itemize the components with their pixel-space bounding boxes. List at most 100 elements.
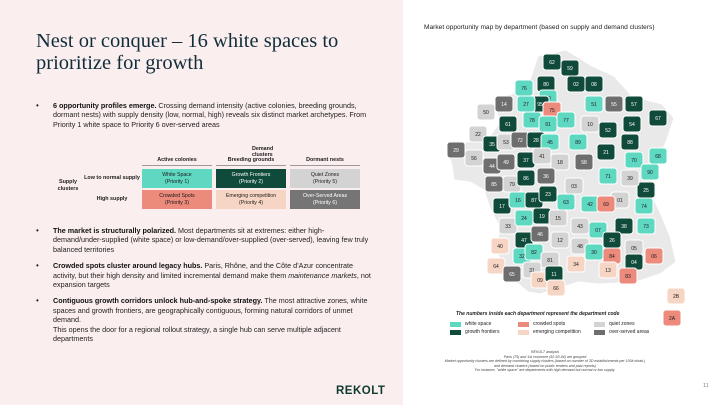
department-code-label: 30 <box>591 250 597 256</box>
department-shape <box>598 167 618 185</box>
department-shape <box>538 185 558 203</box>
bullet-bold: 6 opportunity profiles emerge. <box>53 101 157 110</box>
department-code-label: 69 <box>603 202 609 208</box>
department-64: 64 <box>486 257 506 275</box>
department-code-label: 10 <box>587 122 593 128</box>
matrix-cell-growth-frontiers: Growth Frontiers (Priority 2) <box>216 169 286 188</box>
department-code-label: 89 <box>575 140 581 146</box>
department-70: 70 <box>624 151 644 169</box>
department-code-label: 21 <box>603 150 609 156</box>
map-title: Market opportunity map by department (ba… <box>424 24 655 31</box>
department-code-label: 68 <box>655 154 661 160</box>
legend-label: emerging competition <box>533 329 581 335</box>
department-2B: 2B <box>666 287 686 305</box>
department-code-label: 24 <box>521 216 527 222</box>
department-shape <box>598 261 618 279</box>
department-55: 55 <box>604 95 624 113</box>
department-code-label: 91 <box>545 122 551 128</box>
department-code-label: 79 <box>509 182 515 188</box>
matrix-column-header: Active colonies <box>142 155 212 166</box>
department-shape <box>584 75 604 93</box>
cell-name: Quiet Zones <box>310 172 340 179</box>
department-58: 58 <box>574 153 594 171</box>
department-17: 17 <box>492 197 512 215</box>
department-code-label: 55 <box>611 102 617 108</box>
department-83: 83 <box>618 267 638 285</box>
department-91: 91 <box>538 115 558 133</box>
department-code-label: 51 <box>591 102 597 108</box>
department-82: 82 <box>524 243 544 261</box>
department-code-label: 74 <box>641 204 647 210</box>
department-03: 03 <box>564 177 584 195</box>
department-code-label: 28 <box>533 138 539 144</box>
department-27: 27 <box>516 95 536 113</box>
cell-name: White Space <box>162 172 192 179</box>
bullet-text: Paris, Rhône, and the Côte d’Azur concen… <box>53 261 354 280</box>
map-note: The numbers inside each department repre… <box>456 311 620 317</box>
bullet-list-top: 6 opportunity profiles emerge. Crossing … <box>36 101 371 129</box>
department-code-label: 41 <box>539 154 545 160</box>
legend-swatch <box>450 329 461 335</box>
matrix-row-header: High supply <box>96 196 128 203</box>
department-23: 23 <box>538 185 558 203</box>
department-shape <box>566 255 586 273</box>
department-shape <box>476 103 496 121</box>
department-34: 34 <box>566 255 586 273</box>
department-code-label: 31 <box>529 268 535 274</box>
cell-priority: (Priority 5) <box>313 178 337 185</box>
bullet-text: , not expansion targets <box>53 270 371 290</box>
department-76: 76 <box>514 79 534 97</box>
bullet-bold: Contiguous growth corridors unlock hub-a… <box>53 296 263 306</box>
legend-item: crowded spots <box>518 321 565 327</box>
cell-priority: (Priority 1) <box>165 178 189 185</box>
department-code-label: 38 <box>621 224 627 230</box>
department-code-label: 06 <box>651 254 657 260</box>
department-46: 46 <box>530 225 550 243</box>
department-code-label: 53 <box>503 140 509 146</box>
department-code-label: 48 <box>577 244 583 250</box>
department-shape <box>596 195 616 213</box>
legend-item: over-served areas <box>594 329 649 335</box>
department-shape <box>464 149 484 167</box>
department-78: 78 <box>522 111 542 129</box>
department-code-label: 27 <box>523 102 529 108</box>
department-code-label: 02 <box>573 82 579 88</box>
department-code-label: 52 <box>605 128 611 134</box>
department-code-label: 13 <box>605 268 611 274</box>
bullet-text: The most attractive zones, white spaces … <box>53 296 368 325</box>
matrix-demand-label: Demand clusters <box>252 146 274 158</box>
department-shape <box>530 225 550 243</box>
department-shape <box>574 153 594 171</box>
department-code-label: 01 <box>617 198 623 204</box>
department-42: 42 <box>580 195 600 213</box>
department-16: 16 <box>508 191 528 209</box>
cell-priority: (Priority 6) <box>313 199 337 206</box>
department-code-label: 75 <box>549 108 555 114</box>
department-shape <box>494 95 514 113</box>
matrix-column-header: Dormant nests <box>290 155 360 166</box>
department-shape <box>636 217 656 235</box>
footnote-line: Market opportunity clusters are defined … <box>444 359 646 363</box>
department-54: 54 <box>622 115 642 133</box>
department-code-label: 08 <box>591 82 597 88</box>
department-code-label: 90 <box>647 170 653 176</box>
department-code-label: 26 <box>609 238 615 244</box>
department-code-label: 22 <box>475 132 481 138</box>
department-shape <box>596 143 616 161</box>
department-code-label: 14 <box>501 102 507 108</box>
bullet-item: Crowded spots cluster around legacy hubs… <box>36 261 371 289</box>
department-code-label: 07 <box>595 228 601 234</box>
department-shape <box>568 133 588 151</box>
department-code-label: 82 <box>531 250 537 256</box>
department-22: 22 <box>468 125 488 143</box>
department-77: 77 <box>556 111 576 129</box>
department-code-label: 87 <box>531 198 537 204</box>
department-code-label: 17 <box>499 204 505 210</box>
department-code-label: 40 <box>497 244 503 250</box>
department-shape <box>598 121 618 139</box>
department-shape <box>640 163 660 181</box>
department-code-label: 76 <box>521 86 527 92</box>
department-code-label: 04 <box>631 260 637 266</box>
department-code-label: 81 <box>547 258 553 264</box>
department-38: 38 <box>614 217 634 235</box>
